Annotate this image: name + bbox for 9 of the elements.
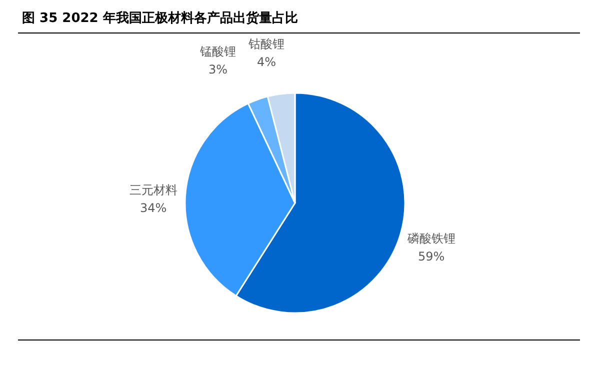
data-label: 3% (208, 62, 228, 76)
slice-label: 磷酸铁锂 (406, 232, 456, 246)
slice-label: 钴酸锂 (248, 37, 285, 52)
data-label: 4% (257, 55, 276, 70)
chart-title: 图 35 2022 年我国正极材料各产品出货量占比 (22, 10, 298, 26)
data-label: 59% (418, 250, 445, 264)
slice-label: 三元材料 (129, 183, 178, 198)
slice-label: 锰酸锂 (199, 44, 236, 58)
data-label: 34% (140, 201, 167, 216)
